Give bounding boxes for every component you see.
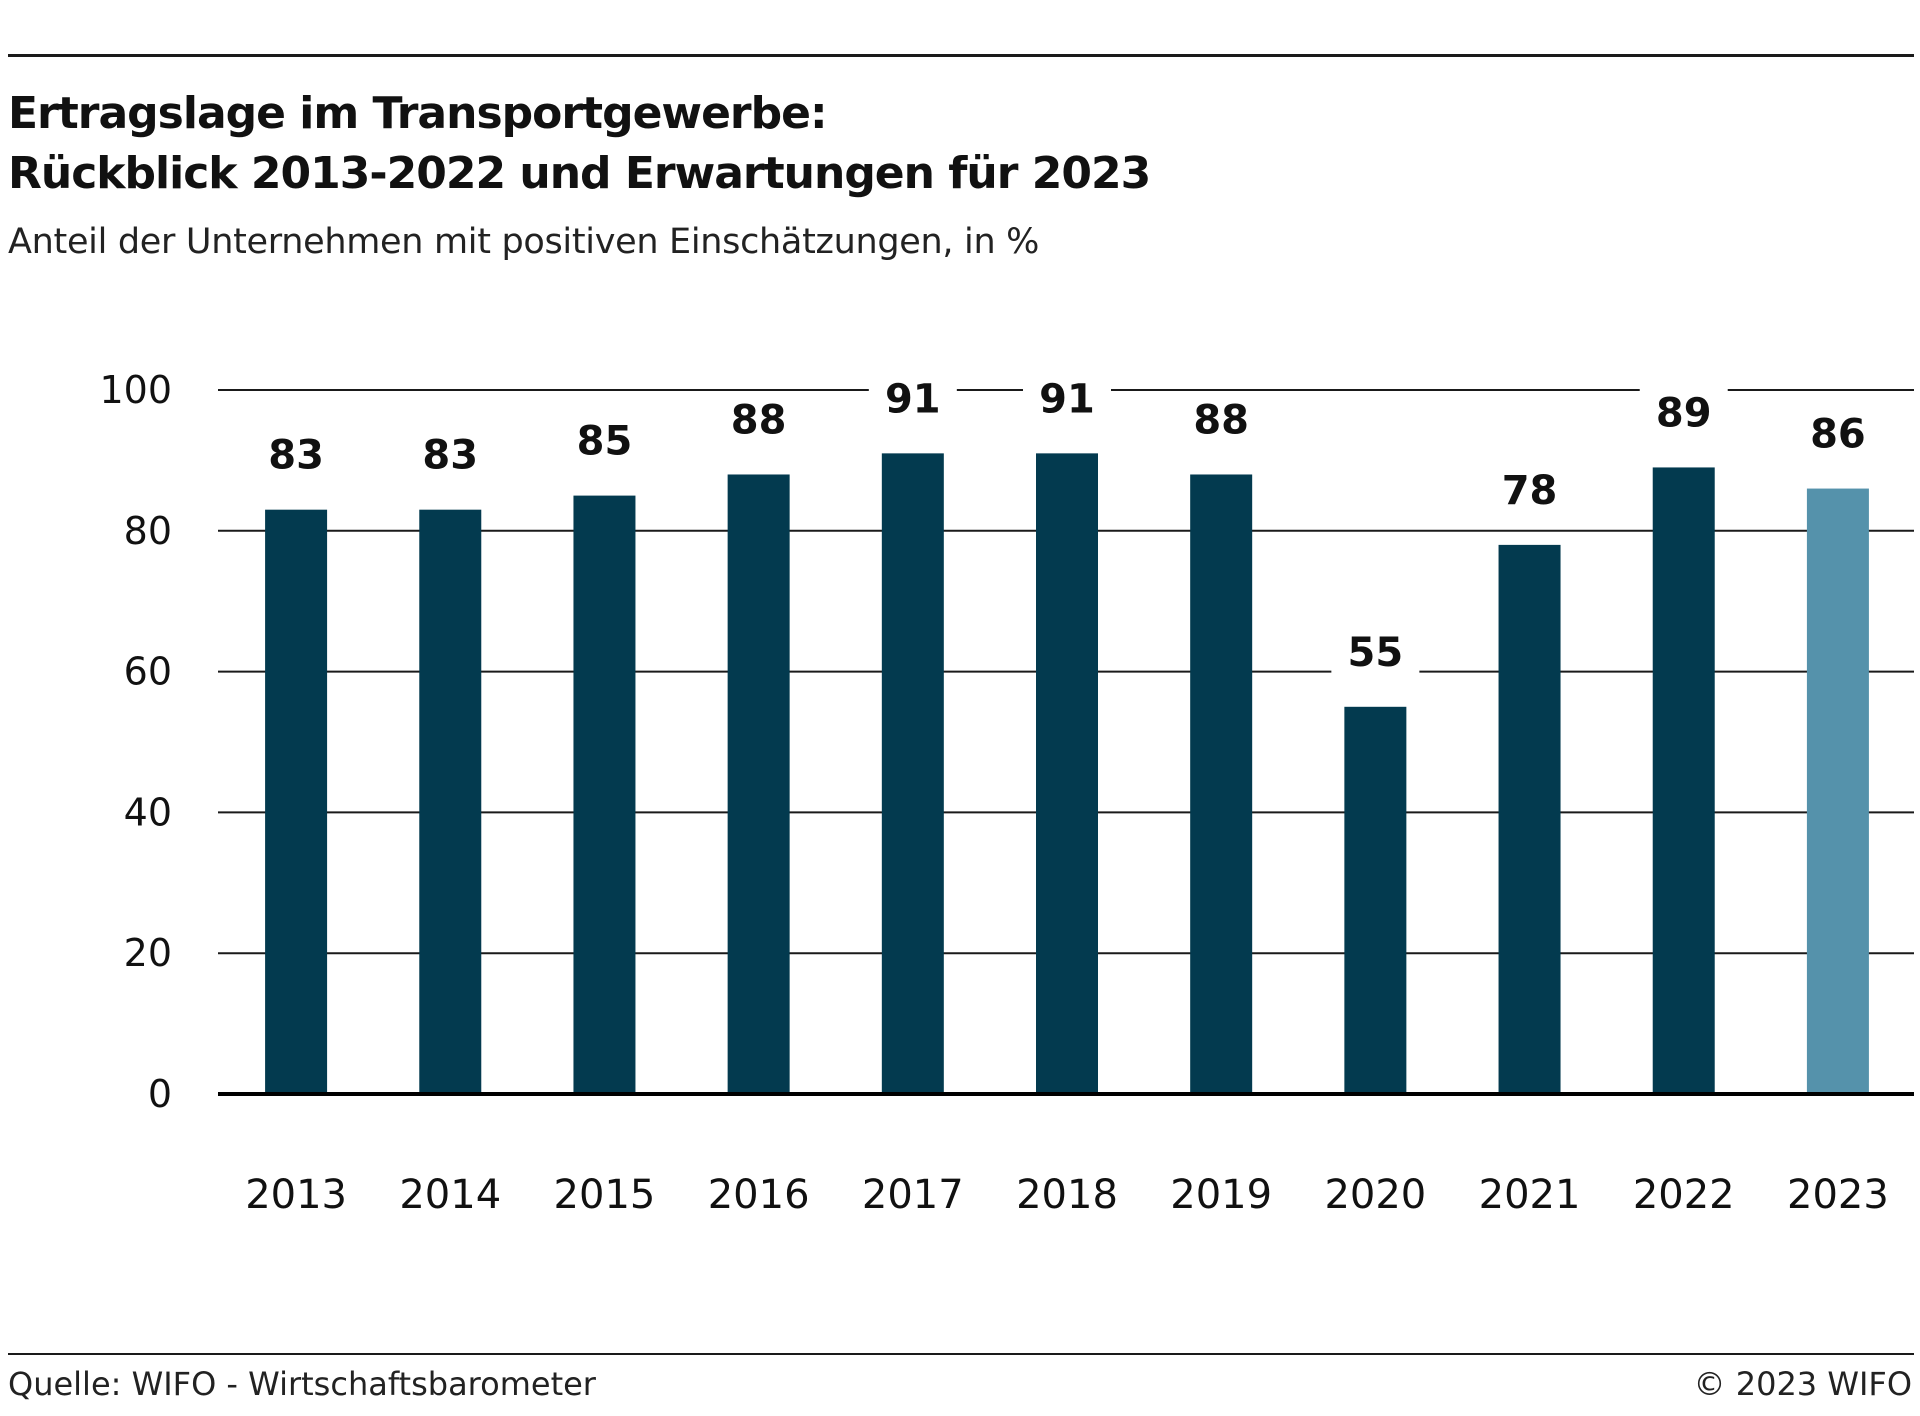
source-note: Quelle: WIFO - Wirtschaftsbarometer [8, 1365, 596, 1403]
y-tick-label: 80 [124, 509, 172, 553]
data-label-background [1639, 387, 1728, 440]
data-label: 78 [1502, 468, 1558, 514]
bar [881, 453, 944, 1094]
y-tick-label: 100 [99, 368, 172, 412]
data-label-background [1177, 394, 1266, 447]
bar [1652, 467, 1715, 1094]
data-label: 91 [885, 376, 941, 422]
x-tick-label: 2020 [1324, 1172, 1426, 1218]
chart-title-line-2: Rückblick 2013-2022 und Erwartungen für … [8, 148, 1151, 199]
x-tick-label: 2022 [1633, 1172, 1735, 1218]
chart-title: Ertragslage im Transportgewerbe: Rückbli… [8, 84, 1151, 204]
y-tick-label: 0 [148, 1072, 172, 1116]
data-label-background [868, 373, 957, 426]
x-tick-label: 2018 [1016, 1172, 1118, 1218]
x-tick-label: 2015 [554, 1172, 656, 1218]
x-tick-label: 2017 [862, 1172, 964, 1218]
data-label-background [406, 429, 495, 482]
y-tick-label: 60 [124, 650, 172, 694]
x-tick-label: 2014 [399, 1172, 501, 1218]
top-rule [8, 54, 1914, 57]
data-label: 89 [1656, 390, 1712, 436]
data-label-background [714, 394, 803, 447]
x-tick-labels: 2013 2014 2015 2016 2017 2018 2019 2020 2021 2022… [245, 1172, 1889, 1218]
bar [265, 509, 328, 1094]
data-labels: 83 83 85 88 91 91 88 55 78 89 86 [268, 376, 1865, 675]
bars [265, 453, 1869, 1095]
bar [573, 495, 636, 1095]
label-backgrounds [252, 373, 1882, 679]
copyright-note: © 2023 WIFO [1693, 1365, 1912, 1403]
x-tick-label: 2013 [245, 1172, 347, 1218]
data-label: 85 [577, 419, 633, 465]
bar [1344, 706, 1407, 1094]
data-label-background [1331, 626, 1420, 679]
x-tick-label: 2023 [1787, 1172, 1889, 1218]
bar [1036, 453, 1098, 1094]
data-label-background [1485, 464, 1574, 517]
data-label: 88 [731, 397, 787, 443]
data-label: 88 [1193, 397, 1249, 443]
bar [1806, 488, 1869, 1094]
data-label: 91 [1039, 376, 1095, 422]
x-tick-label: 2016 [708, 1172, 810, 1218]
data-label: 83 [422, 433, 478, 479]
y-tick-label: 20 [124, 931, 172, 975]
data-label-background [1793, 408, 1882, 461]
x-tick-label: 2021 [1479, 1172, 1581, 1218]
chart-subtitle: Anteil der Unternehmen mit positiven Ein… [8, 222, 1040, 262]
bar [727, 474, 790, 1095]
y-tick-labels: 0 20 40 60 80 100 [99, 368, 172, 1116]
data-label-background [252, 429, 341, 482]
data-label-background [560, 415, 649, 468]
bar [1498, 544, 1561, 1094]
bar [419, 509, 482, 1094]
bottom-rule [8, 1353, 1914, 1355]
bar [1190, 474, 1253, 1095]
chart-title-line-1: Ertragslage im Transportgewerbe: [8, 88, 828, 139]
data-label-background [1023, 373, 1111, 426]
data-label: 83 [268, 433, 324, 479]
x-tick-label: 2019 [1170, 1172, 1272, 1218]
data-label: 86 [1810, 412, 1866, 458]
data-label: 55 [1348, 630, 1404, 676]
y-tick-label: 40 [124, 790, 172, 834]
